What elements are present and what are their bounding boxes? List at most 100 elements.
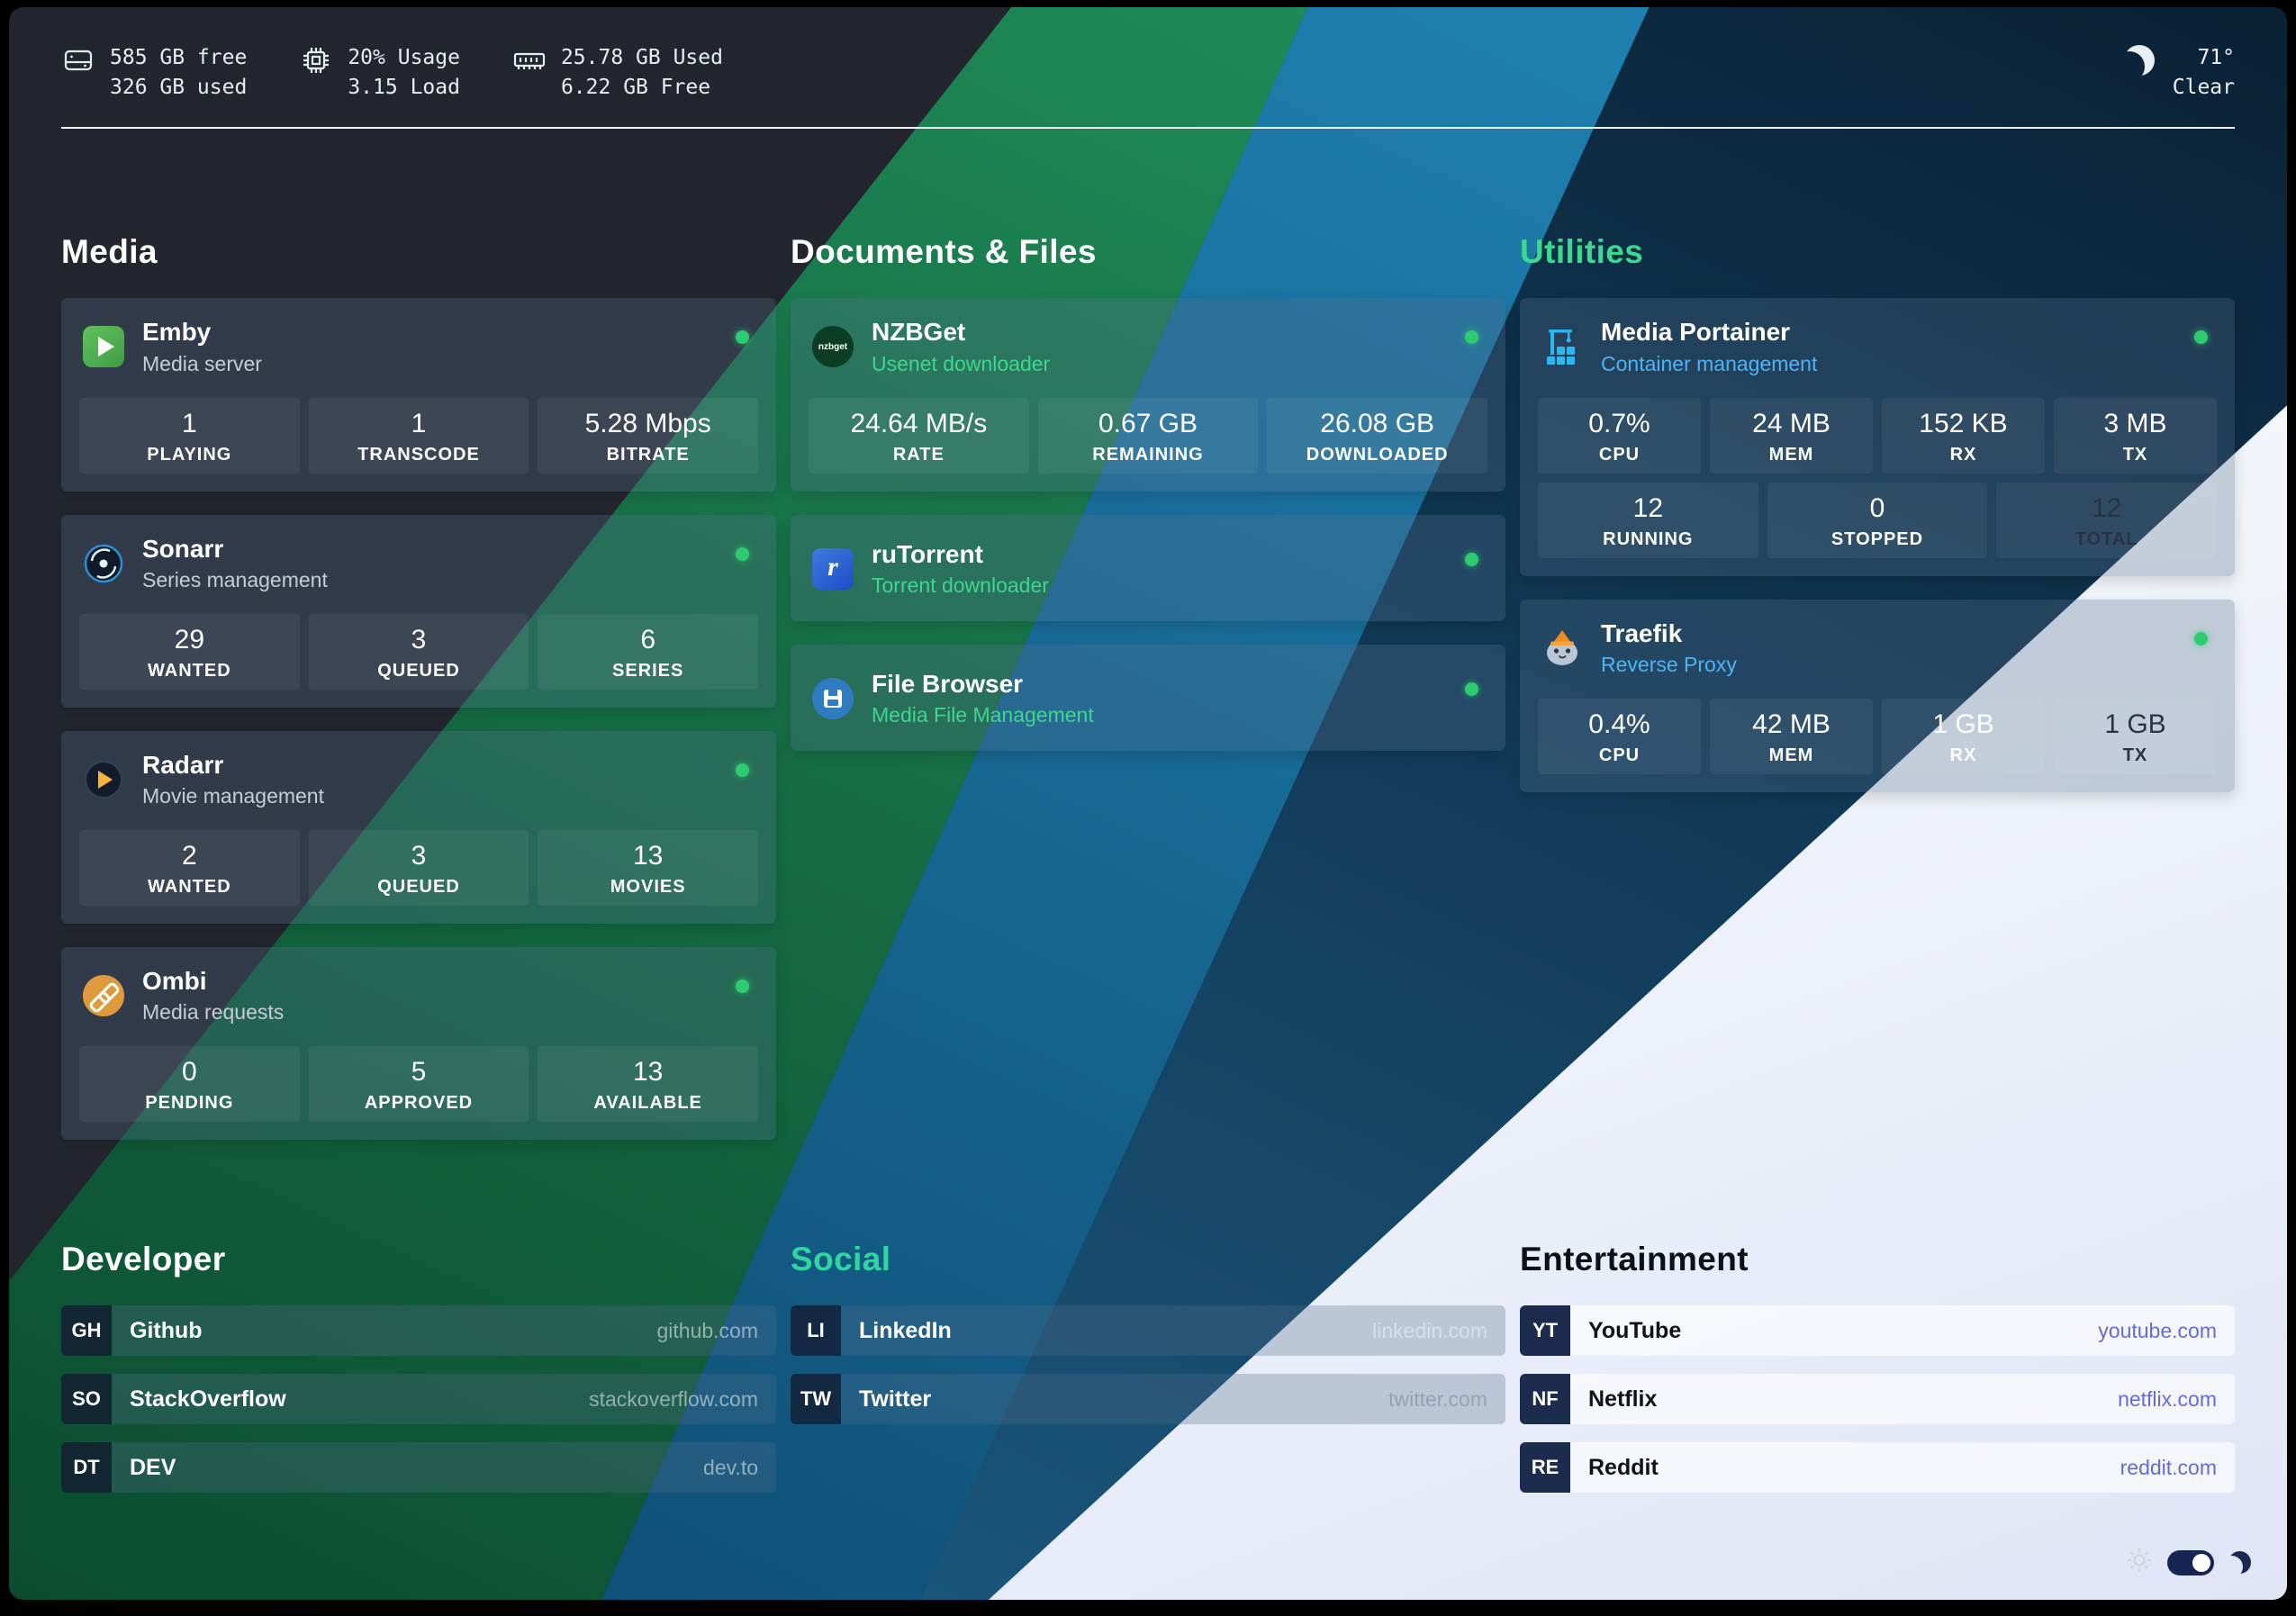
filebrowser-icon [812,677,854,719]
app-description: Reverse Proxy [1601,652,1737,676]
cpu-icon [299,43,333,82]
bookmark-tag: NF [1520,1374,1570,1425]
ram-icon [512,43,547,82]
ram-free: 6.22 GB Free [560,75,711,99]
section-documents: Documents & Files nzbget NZBGet Usenet d… [791,233,1505,774]
section-developer: Developer GH Github github.com SO StackO… [61,1241,776,1511]
floppy-icon [824,689,842,708]
sun-icon[interactable] [2126,1547,2153,1578]
bookmark-name: StackOverflow [130,1386,286,1412]
bookmark-tag: RE [1520,1442,1570,1494]
app-card-nzbget[interactable]: nzbget NZBGet Usenet downloader 24.64 MB… [791,298,1505,492]
stat-cell: 3 MB TX [2054,397,2217,474]
app-name: Traefik [1601,618,1683,647]
bookmark-netflix[interactable]: NF Netflix netflix.com [1520,1374,2235,1425]
app-card-filebrowser[interactable]: File Browser Media File Management [791,644,1505,751]
stat-cell: 0 PENDING [79,1046,300,1123]
bookmark-twitter[interactable]: TW Twitter twitter.com [791,1374,1505,1425]
theme-controls [2126,1547,2251,1578]
stat-cell: 12 TOTAL [1996,482,2217,558]
stat-cell: 152 KB RX [1882,397,2045,474]
cpu-load: 3.15 Load [348,75,460,99]
disk-icon [61,43,95,82]
app-description: Movie management [142,783,324,808]
temperature: 71° [2197,46,2235,69]
status-bar: 585 GB free 326 GB used 20% Usage 3.15 L… [9,7,2287,127]
section-media: Media Emby Media server 1 PLAYING [61,233,776,1163]
section-title-utilities: Utilities [1520,233,1644,271]
app-description: Series management [142,567,328,591]
app-card-rutorrent[interactable]: r ruTorrent Torrent downloader [791,514,1505,621]
disk-free: 585 GB free [110,46,248,69]
stat-cell: 0.7% CPU [1538,397,1701,474]
stat-cell: 1 TRANSCODE [308,397,529,474]
app-description: Media server [142,351,262,375]
status-online-dot [1465,682,1478,696]
status-online-dot [1465,330,1478,345]
app-card-sonarr[interactable]: Sonarr Series management 29 WANTED 3 QUEUE… [61,514,776,708]
app-card-radarr[interactable]: Radarr Movie management 2 WANTED 3 QUEUED [61,730,776,924]
bookmark-name: Netflix [1588,1386,1658,1412]
status-online-dot [736,330,749,345]
section-entertainment: Entertainment YT YouTube youtube.com NF … [1520,1241,2235,1511]
app-description: Container management [1601,351,1818,375]
status-online-dot [1465,552,1478,566]
bookmark-tag: GH [61,1305,112,1357]
stat-cell: 26.08 GB DOWNLOADED [1267,397,1487,474]
stat-cell: 0 STOPPED [1767,482,1988,558]
section-title-entertainment: Entertainment [1520,1241,1749,1278]
section-social: Social LI LinkedIn linkedin.com TW Twitt… [791,1241,1505,1442]
app-card-traefik[interactable]: Traefik Reverse Proxy 0.4% CPU 42 MB MEM [1520,599,2235,792]
section-title-developer: Developer [61,1241,226,1278]
stat-cell: 3 QUEUED [308,613,529,690]
ram-used: 25.78 GB Used [560,46,723,69]
disk-stats: 585 GB free 326 GB used [61,43,247,102]
toggle-knob [2192,1553,2210,1572]
weather-widget: 71° Clear [2124,43,2235,102]
bookmark-tag: DT [61,1442,112,1494]
ram-stats: 25.78 GB Used 6.22 GB Free [512,43,723,102]
sonarr-icon [83,543,124,584]
disk-used: 326 GB used [110,75,248,99]
bookmark-name: Github [130,1317,203,1343]
bookmark-stackoverflow[interactable]: SO StackOverflow stackoverflow.com [61,1374,776,1425]
app-name: NZBGet [872,318,966,347]
stat-cell: 42 MB MEM [1710,698,1873,774]
bookmark-url: reddit.com [2120,1455,2217,1479]
stat-cell: 24.64 MB/s RATE [809,397,1029,474]
bookmark-tag: YT [1520,1305,1570,1357]
bookmark-youtube[interactable]: YT YouTube youtube.com [1520,1305,2235,1357]
portainer-icon [1541,326,1583,367]
bookmark-dev[interactable]: DT DEV dev.to [61,1442,776,1494]
stat-cell: 1 GB RX [1882,698,2045,774]
status-online-dot [736,979,749,993]
bookmark-url: netflix.com [2118,1386,2217,1411]
app-name: Media Portainer [1601,318,1791,347]
bookmark-name: YouTube [1588,1317,1682,1343]
bookmark-reddit[interactable]: RE Reddit reddit.com [1520,1442,2235,1494]
stat-cell: 0.67 GB REMAINING [1037,397,1259,474]
dashboard-window: 585 GB free 326 GB used 20% Usage 3.15 L… [9,7,2287,1600]
stat-cell: 29 WANTED [79,613,300,690]
stat-cell: 1 GB TX [2054,698,2217,774]
app-description: Usenet downloader [872,351,1051,375]
stat-cell: 13 MOVIES [538,829,758,906]
moon-icon[interactable] [2228,1551,2251,1574]
bookmark-url: linkedin.com [1372,1318,1487,1342]
stat-cell: 0.4% CPU [1538,698,1701,774]
status-online-dot [2194,330,2208,345]
bookmark-github[interactable]: GH Github github.com [61,1305,776,1357]
bookmark-linkedin[interactable]: LI LinkedIn linkedin.com [791,1305,1505,1357]
app-card-ombi[interactable]: Ombi Media requests 0 PENDING 5 APPROVED [61,946,776,1141]
app-name: Sonarr [142,534,224,563]
weather-condition: Clear [2172,75,2235,99]
bookmark-url: dev.to [703,1455,758,1479]
dark-mode-toggle[interactable] [2167,1549,2214,1575]
stat-cell: 5.28 Mbps BITRATE [538,397,758,474]
app-card-portainer[interactable]: Media Portainer Container management 0.7… [1520,298,2235,576]
section-utilities: Utilities M [1520,233,2235,815]
rutorrent-icon: r [812,547,854,590]
stat-cell: 13 AVAILABLE [538,1046,758,1123]
bookmark-name: LinkedIn [859,1317,952,1343]
app-card-emby[interactable]: Emby Media server 1 PLAYING 1 TRANSCODE [61,298,776,492]
